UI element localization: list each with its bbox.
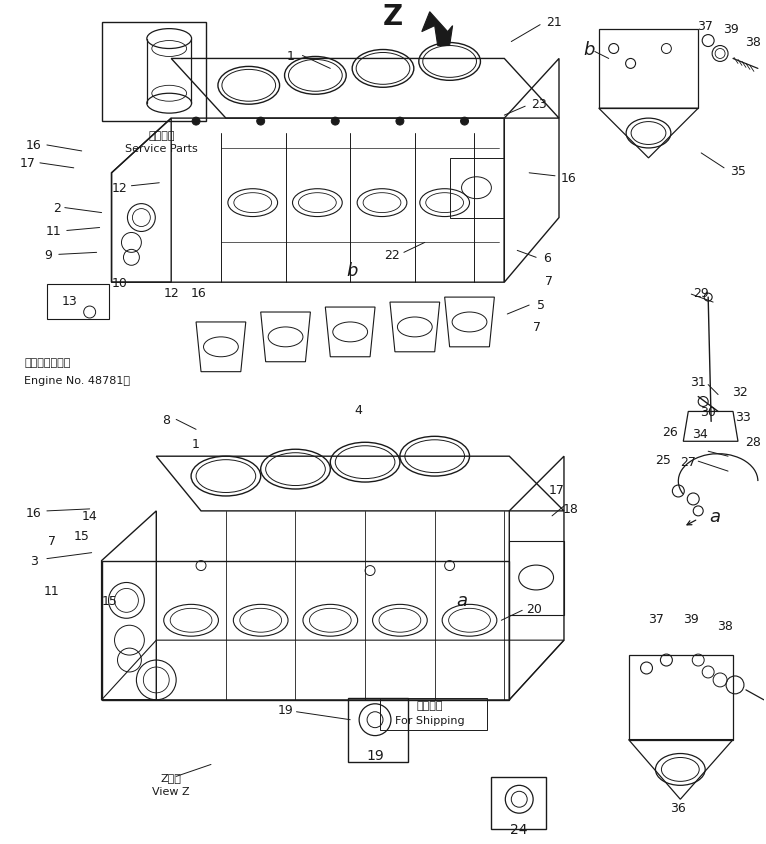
Text: 12: 12 [112, 182, 127, 195]
Text: 12: 12 [163, 286, 179, 300]
Text: b: b [583, 41, 594, 58]
Text: 16: 16 [26, 139, 42, 152]
Text: 21: 21 [546, 16, 562, 30]
Text: Z　視: Z 視 [161, 772, 182, 782]
Text: 補給部品: 補給部品 [148, 131, 175, 141]
Bar [450, 159, 504, 219]
Bar [47, 284, 109, 320]
Text: 3: 3 [30, 555, 38, 567]
Text: 22: 22 [384, 248, 400, 262]
Text: 8: 8 [162, 414, 170, 426]
Polygon shape [422, 13, 453, 46]
Text: 4: 4 [354, 403, 362, 416]
Bar [380, 698, 487, 730]
Text: 10: 10 [112, 276, 127, 289]
Text: 1: 1 [192, 437, 200, 450]
Text: 36: 36 [670, 801, 686, 814]
Text: 27: 27 [680, 455, 696, 468]
Text: 15: 15 [102, 594, 117, 607]
Text: View Z: View Z [152, 787, 190, 797]
Circle shape [331, 118, 339, 126]
Text: 37: 37 [649, 612, 664, 625]
Text: 7: 7 [48, 534, 56, 548]
Text: 5: 5 [537, 298, 545, 311]
Text: 1: 1 [286, 50, 294, 63]
Text: 15: 15 [74, 530, 90, 543]
Text: 運搬部品: 運搬部品 [417, 700, 443, 710]
Text: a: a [456, 592, 467, 609]
Text: 35: 35 [730, 165, 746, 178]
Text: 31: 31 [690, 376, 706, 388]
Text: For Shipping: For Shipping [395, 715, 464, 725]
Circle shape [257, 118, 265, 126]
Text: Z: Z [383, 3, 403, 30]
Text: 39: 39 [683, 612, 699, 625]
Text: 29: 29 [693, 286, 709, 300]
Text: 11: 11 [44, 584, 60, 598]
Text: 25: 25 [656, 453, 671, 466]
Text: 37: 37 [697, 20, 713, 33]
Text: 23: 23 [532, 98, 547, 111]
Text: 2: 2 [53, 202, 61, 215]
Text: 33: 33 [735, 410, 751, 424]
Text: 6: 6 [543, 252, 551, 264]
Text: 7: 7 [533, 321, 541, 334]
Text: Engine No. 48781～: Engine No. 48781～ [24, 376, 130, 385]
Text: 19: 19 [278, 703, 293, 717]
Text: 26: 26 [663, 425, 678, 438]
Text: Service Parts: Service Parts [125, 143, 198, 154]
Bar [491, 777, 546, 829]
Text: 18: 18 [563, 503, 579, 516]
Text: b: b [346, 262, 358, 280]
Text: 19: 19 [366, 748, 384, 761]
Text: 39: 39 [723, 23, 739, 36]
Text: 20: 20 [526, 602, 542, 615]
Text: 32: 32 [732, 386, 748, 398]
Bar [102, 23, 206, 122]
Text: 30: 30 [700, 405, 716, 419]
Text: 34: 34 [692, 427, 708, 441]
Text: 16: 16 [561, 172, 577, 185]
Text: 38: 38 [717, 619, 733, 632]
Text: 14: 14 [82, 510, 97, 522]
Text: 16: 16 [192, 286, 207, 300]
Circle shape [460, 118, 469, 126]
Text: 9: 9 [44, 248, 52, 262]
Text: 7: 7 [545, 274, 553, 287]
Text: 17: 17 [549, 483, 565, 496]
Text: 適　用　号　機: 適 用 号 機 [24, 357, 70, 367]
Bar [349, 698, 408, 763]
Text: 16: 16 [26, 506, 42, 520]
Text: 38: 38 [745, 36, 761, 49]
Circle shape [192, 118, 200, 126]
Text: a: a [709, 507, 721, 525]
Text: 11: 11 [46, 225, 62, 238]
Bar [509, 541, 564, 615]
Text: 28: 28 [745, 436, 761, 448]
Text: 24: 24 [510, 822, 528, 836]
Text: 17: 17 [20, 157, 36, 170]
Text: 13: 13 [62, 295, 77, 307]
Circle shape [396, 118, 404, 126]
